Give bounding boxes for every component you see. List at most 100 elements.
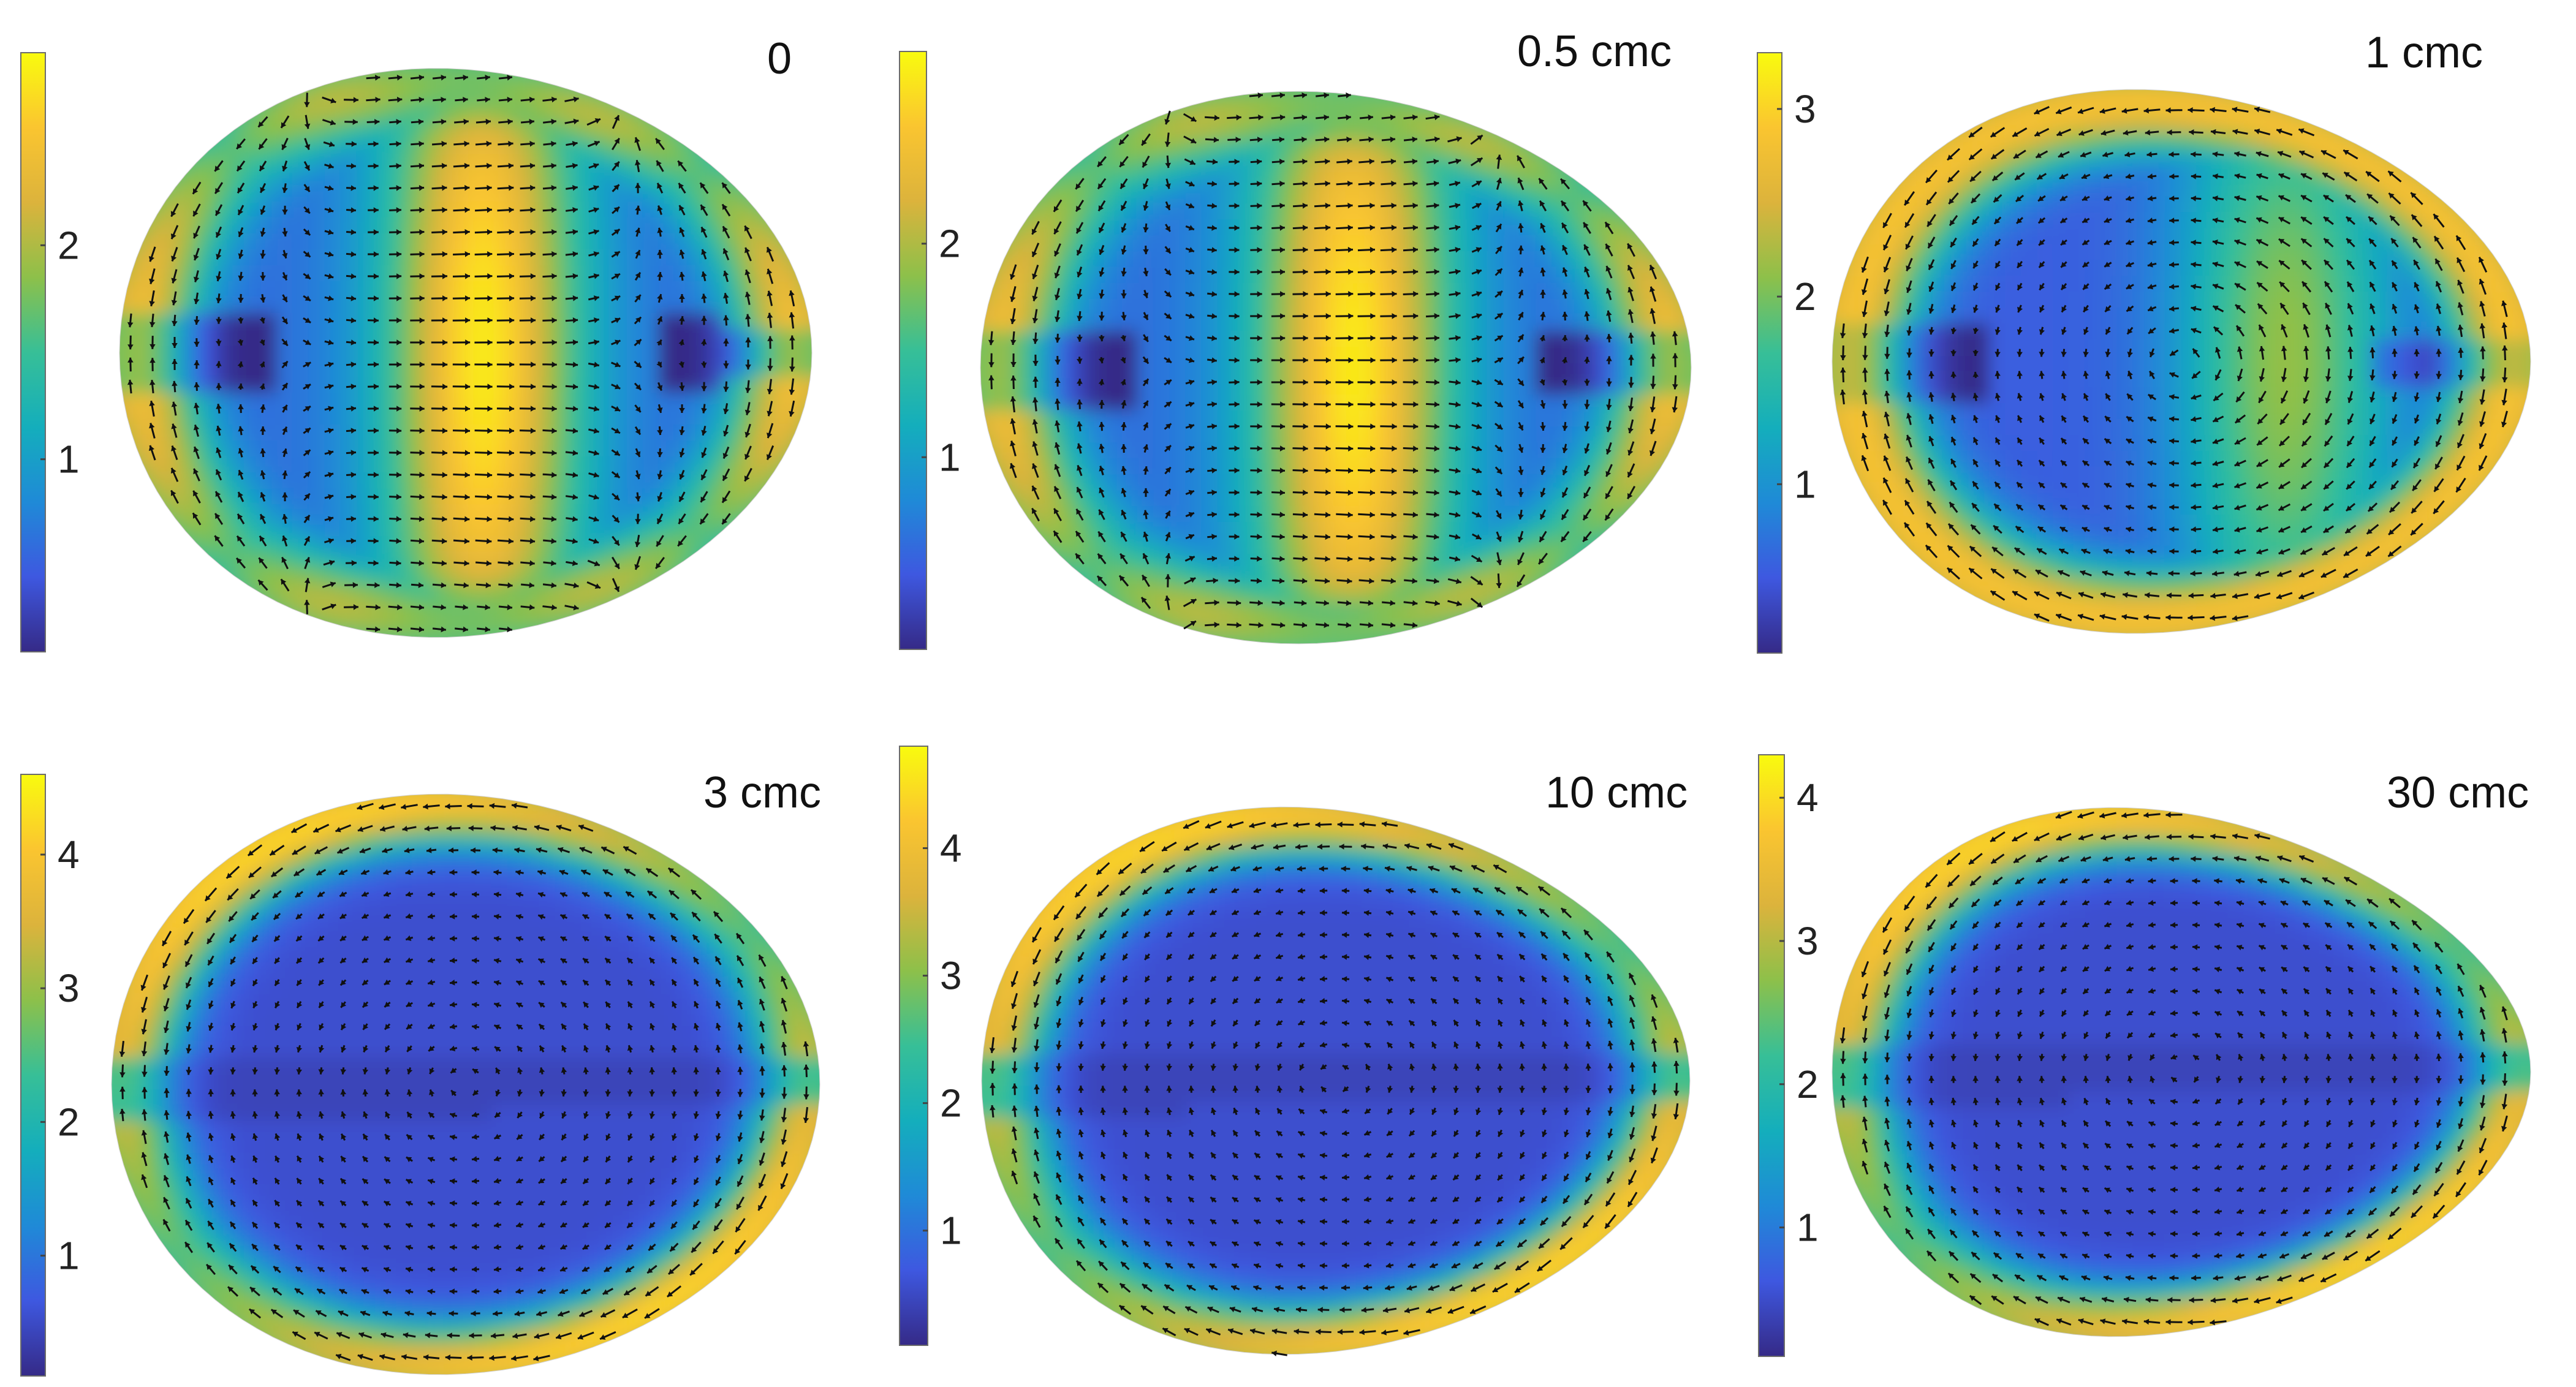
velocity-arrowhead: [634, 542, 641, 547]
velocity-arrowhead: [530, 494, 536, 500]
velocity-arrowhead: [679, 294, 685, 299]
colorbar-frame: [1757, 52, 1782, 654]
velocity-arrowhead: [1165, 335, 1172, 341]
velocity-arrowhead: [2370, 260, 2375, 266]
velocity-arrowhead: [1496, 154, 1502, 160]
velocity-arrowhead: [593, 229, 599, 235]
velocity-arrowhead: [551, 384, 557, 390]
velocity-arrowhead: [1476, 401, 1482, 407]
velocity-arrowhead: [1279, 203, 1285, 209]
velocity-arrowhead: [1926, 177, 1931, 183]
velocity-arrowhead: [1165, 313, 1172, 319]
velocity-arrowhead: [1325, 379, 1331, 385]
velocity-arrowhead: [1010, 274, 1016, 280]
velocity-arrowhead: [1476, 534, 1482, 540]
velocity-arrowhead: [1627, 493, 1633, 499]
velocity-arrowhead: [1561, 178, 1566, 184]
velocity-arrowhead: [1279, 600, 1285, 606]
velocity-arrowhead: [1234, 512, 1240, 518]
velocity-arrowhead: [441, 604, 446, 610]
velocity-arrowhead: [1518, 447, 1524, 453]
velocity-arrowhead: [1031, 229, 1037, 235]
velocity-arrowhead: [1392, 269, 1397, 275]
velocity-arrowhead: [529, 560, 535, 567]
velocity-arrowhead: [1476, 291, 1482, 297]
velocity-arrowhead: [2082, 173, 2088, 180]
velocity-arrowhead: [216, 404, 222, 409]
colorbar: 12: [899, 51, 961, 650]
velocity-arrowhead: [419, 428, 425, 434]
velocity-arrowhead: [1584, 404, 1590, 409]
velocity-arrowhead: [396, 406, 402, 412]
velocity-arrowhead: [373, 317, 379, 323]
velocity-arrowhead: [1455, 335, 1461, 341]
velocity-arrowhead: [1496, 535, 1502, 542]
velocity-arrowhead: [1391, 512, 1396, 518]
velocity-arrowhead: [282, 210, 288, 215]
velocity-arrowhead: [305, 229, 311, 235]
velocity-arrowhead: [656, 540, 662, 546]
velocity-arrowhead: [1211, 225, 1217, 231]
velocity-arrowhead: [614, 229, 620, 235]
velocity-arrowhead: [2457, 280, 2463, 286]
velocity-arrowhead: [615, 339, 621, 346]
velocity-arrowhead: [2191, 195, 2196, 202]
velocity-arrowhead: [1606, 334, 1612, 339]
velocity-arrowhead: [1279, 489, 1285, 496]
velocity-arrowhead: [615, 317, 621, 323]
velocity-arrowhead: [573, 96, 579, 102]
velocity-arrowhead: [1562, 311, 1568, 317]
velocity-arrowhead: [1628, 333, 1634, 338]
velocity-arrowhead: [614, 586, 619, 592]
velocity-arrowhead: [572, 494, 578, 500]
velocity-arrowhead: [1972, 240, 1979, 247]
velocity-arrowhead: [2278, 151, 2284, 157]
velocity-arrowhead: [1369, 489, 1375, 496]
velocity-arrowhead: [2104, 284, 2110, 290]
velocity-arrowhead: [2169, 151, 2174, 157]
velocity-arrowhead: [419, 185, 425, 191]
velocity-arrowhead: [328, 185, 334, 191]
velocity-arrowhead: [1369, 467, 1376, 474]
velocity-arrowhead: [613, 516, 619, 523]
velocity-arrowhead: [396, 339, 402, 346]
velocity-arrowhead: [1099, 336, 1105, 342]
velocity-arrowhead: [1347, 246, 1353, 253]
colorbar: 123: [1757, 52, 1816, 654]
velocity-arrowhead: [2126, 240, 2132, 246]
velocity-arrowhead: [419, 97, 424, 103]
velocity-arrowhead: [529, 96, 535, 103]
velocity-arrowhead: [464, 428, 470, 434]
velocity-arrowhead: [1518, 357, 1524, 363]
velocity-arrowhead: [1540, 447, 1546, 453]
velocity-arrowhead: [238, 426, 244, 432]
velocity-arrowhead: [1369, 556, 1375, 562]
velocity-arrowhead: [701, 386, 707, 391]
velocity-arrowhead: [237, 557, 242, 564]
velocity-arrowhead: [465, 317, 471, 323]
velocity-arrowhead: [1214, 622, 1219, 628]
velocity-arrowhead: [2165, 107, 2171, 113]
velocity-arrowhead: [635, 362, 642, 368]
velocity-arrowhead: [2343, 150, 2349, 156]
panel-title: 3 cmc: [703, 768, 821, 817]
velocity-arrowhead: [282, 471, 288, 476]
velocity-arrowhead: [1518, 469, 1524, 475]
panel-title: 0.5 cmc: [1517, 27, 1672, 76]
velocity-arrowhead: [1257, 534, 1262, 540]
velocity-arrowhead: [508, 538, 513, 545]
velocity-arrowhead: [485, 118, 491, 125]
velocity-arrowhead: [2234, 195, 2240, 202]
velocity-arrowhead: [487, 428, 493, 434]
velocity-arrowhead: [375, 75, 381, 81]
velocity-arrowhead: [442, 295, 448, 301]
velocity-arrowhead: [723, 271, 729, 276]
velocity-arrowhead: [1302, 181, 1308, 187]
velocity-arrowhead: [1540, 425, 1546, 431]
velocity-arrowhead: [635, 339, 642, 345]
velocity-arrowhead: [744, 453, 750, 459]
velocity-arrowhead: [1562, 289, 1568, 295]
velocity-arrowhead: [1476, 335, 1482, 341]
velocity-arrowhead: [1456, 136, 1462, 142]
velocity-arrowhead: [442, 339, 448, 346]
